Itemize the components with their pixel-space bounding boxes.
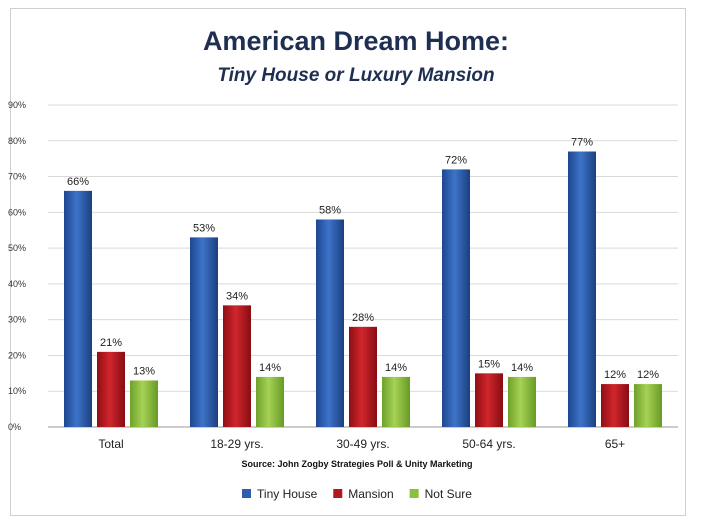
- x-tick-label: Total: [98, 437, 123, 451]
- data-label: 53%: [193, 222, 215, 234]
- chart-title: American Dream Home:: [202, 26, 510, 56]
- data-label: 28%: [352, 312, 374, 324]
- bar: [316, 219, 344, 427]
- data-label: 15%: [478, 358, 500, 370]
- data-label: 14%: [511, 362, 533, 374]
- data-label: 34%: [226, 290, 248, 302]
- data-label: 66%: [67, 176, 89, 188]
- legend-label: Not Sure: [425, 487, 473, 501]
- x-tick-label: 30-49 yrs.: [336, 437, 389, 451]
- legend-swatch: [242, 489, 252, 498]
- bar: [382, 376, 410, 427]
- legend-label: Mansion: [348, 487, 393, 501]
- bar: [190, 237, 218, 427]
- bar: [601, 384, 629, 427]
- data-label: 13%: [133, 365, 155, 377]
- data-label: 14%: [385, 362, 407, 374]
- y-tick-label: 80%: [8, 136, 26, 146]
- y-tick-label: 50%: [8, 243, 26, 253]
- bar: [64, 190, 92, 427]
- bar: [130, 380, 158, 427]
- y-tick-label: 10%: [8, 386, 26, 396]
- data-label: 12%: [604, 369, 626, 381]
- y-tick-label: 90%: [8, 100, 26, 110]
- data-label: 12%: [637, 369, 659, 381]
- y-tick-label: 70%: [8, 172, 26, 182]
- bar: [256, 376, 284, 427]
- data-label: 14%: [259, 362, 281, 374]
- chart-subtitle: Tiny House or Luxury Mansion: [217, 65, 495, 86]
- data-label: 21%: [100, 337, 122, 349]
- y-tick-label: 20%: [8, 350, 26, 360]
- source-note: Source: John Zogby Strategies Poll & Uni…: [241, 459, 472, 469]
- legend-swatch: [409, 489, 419, 498]
- legend-label: Tiny House: [257, 487, 318, 501]
- data-label: 72%: [445, 154, 467, 166]
- y-tick-label: 0%: [8, 422, 21, 432]
- axis-layer: 0% 10% 20% 30% 40% 50% 60% 70% 80% 90% Total 18-29 …: [8, 100, 625, 451]
- x-tick-label: 50-64 yrs.: [462, 437, 515, 451]
- label-layer: 66% 21% 13% 53% 34% 14% 58% 28% 14% 72% 15% 14% 77% 1…: [67, 137, 659, 382]
- y-tick-label: 60%: [8, 207, 26, 217]
- bar: [349, 326, 377, 427]
- data-label: 58%: [319, 204, 341, 216]
- legend-swatch: [333, 489, 343, 498]
- y-tick-label: 40%: [8, 279, 26, 289]
- bar: [634, 384, 662, 427]
- bar-layer: [64, 151, 662, 427]
- y-tick-label: 30%: [8, 315, 26, 325]
- x-tick-label: 65+: [605, 437, 625, 451]
- bar: [223, 305, 251, 427]
- bar: [442, 169, 470, 427]
- bar: [568, 151, 596, 427]
- legend: Tiny House Mansion Not Sure: [242, 487, 472, 501]
- bar: [475, 373, 503, 427]
- bar: [508, 376, 536, 427]
- bar: [97, 351, 125, 427]
- data-label: 77%: [571, 137, 593, 149]
- x-tick-label: 18-29 yrs.: [210, 437, 263, 451]
